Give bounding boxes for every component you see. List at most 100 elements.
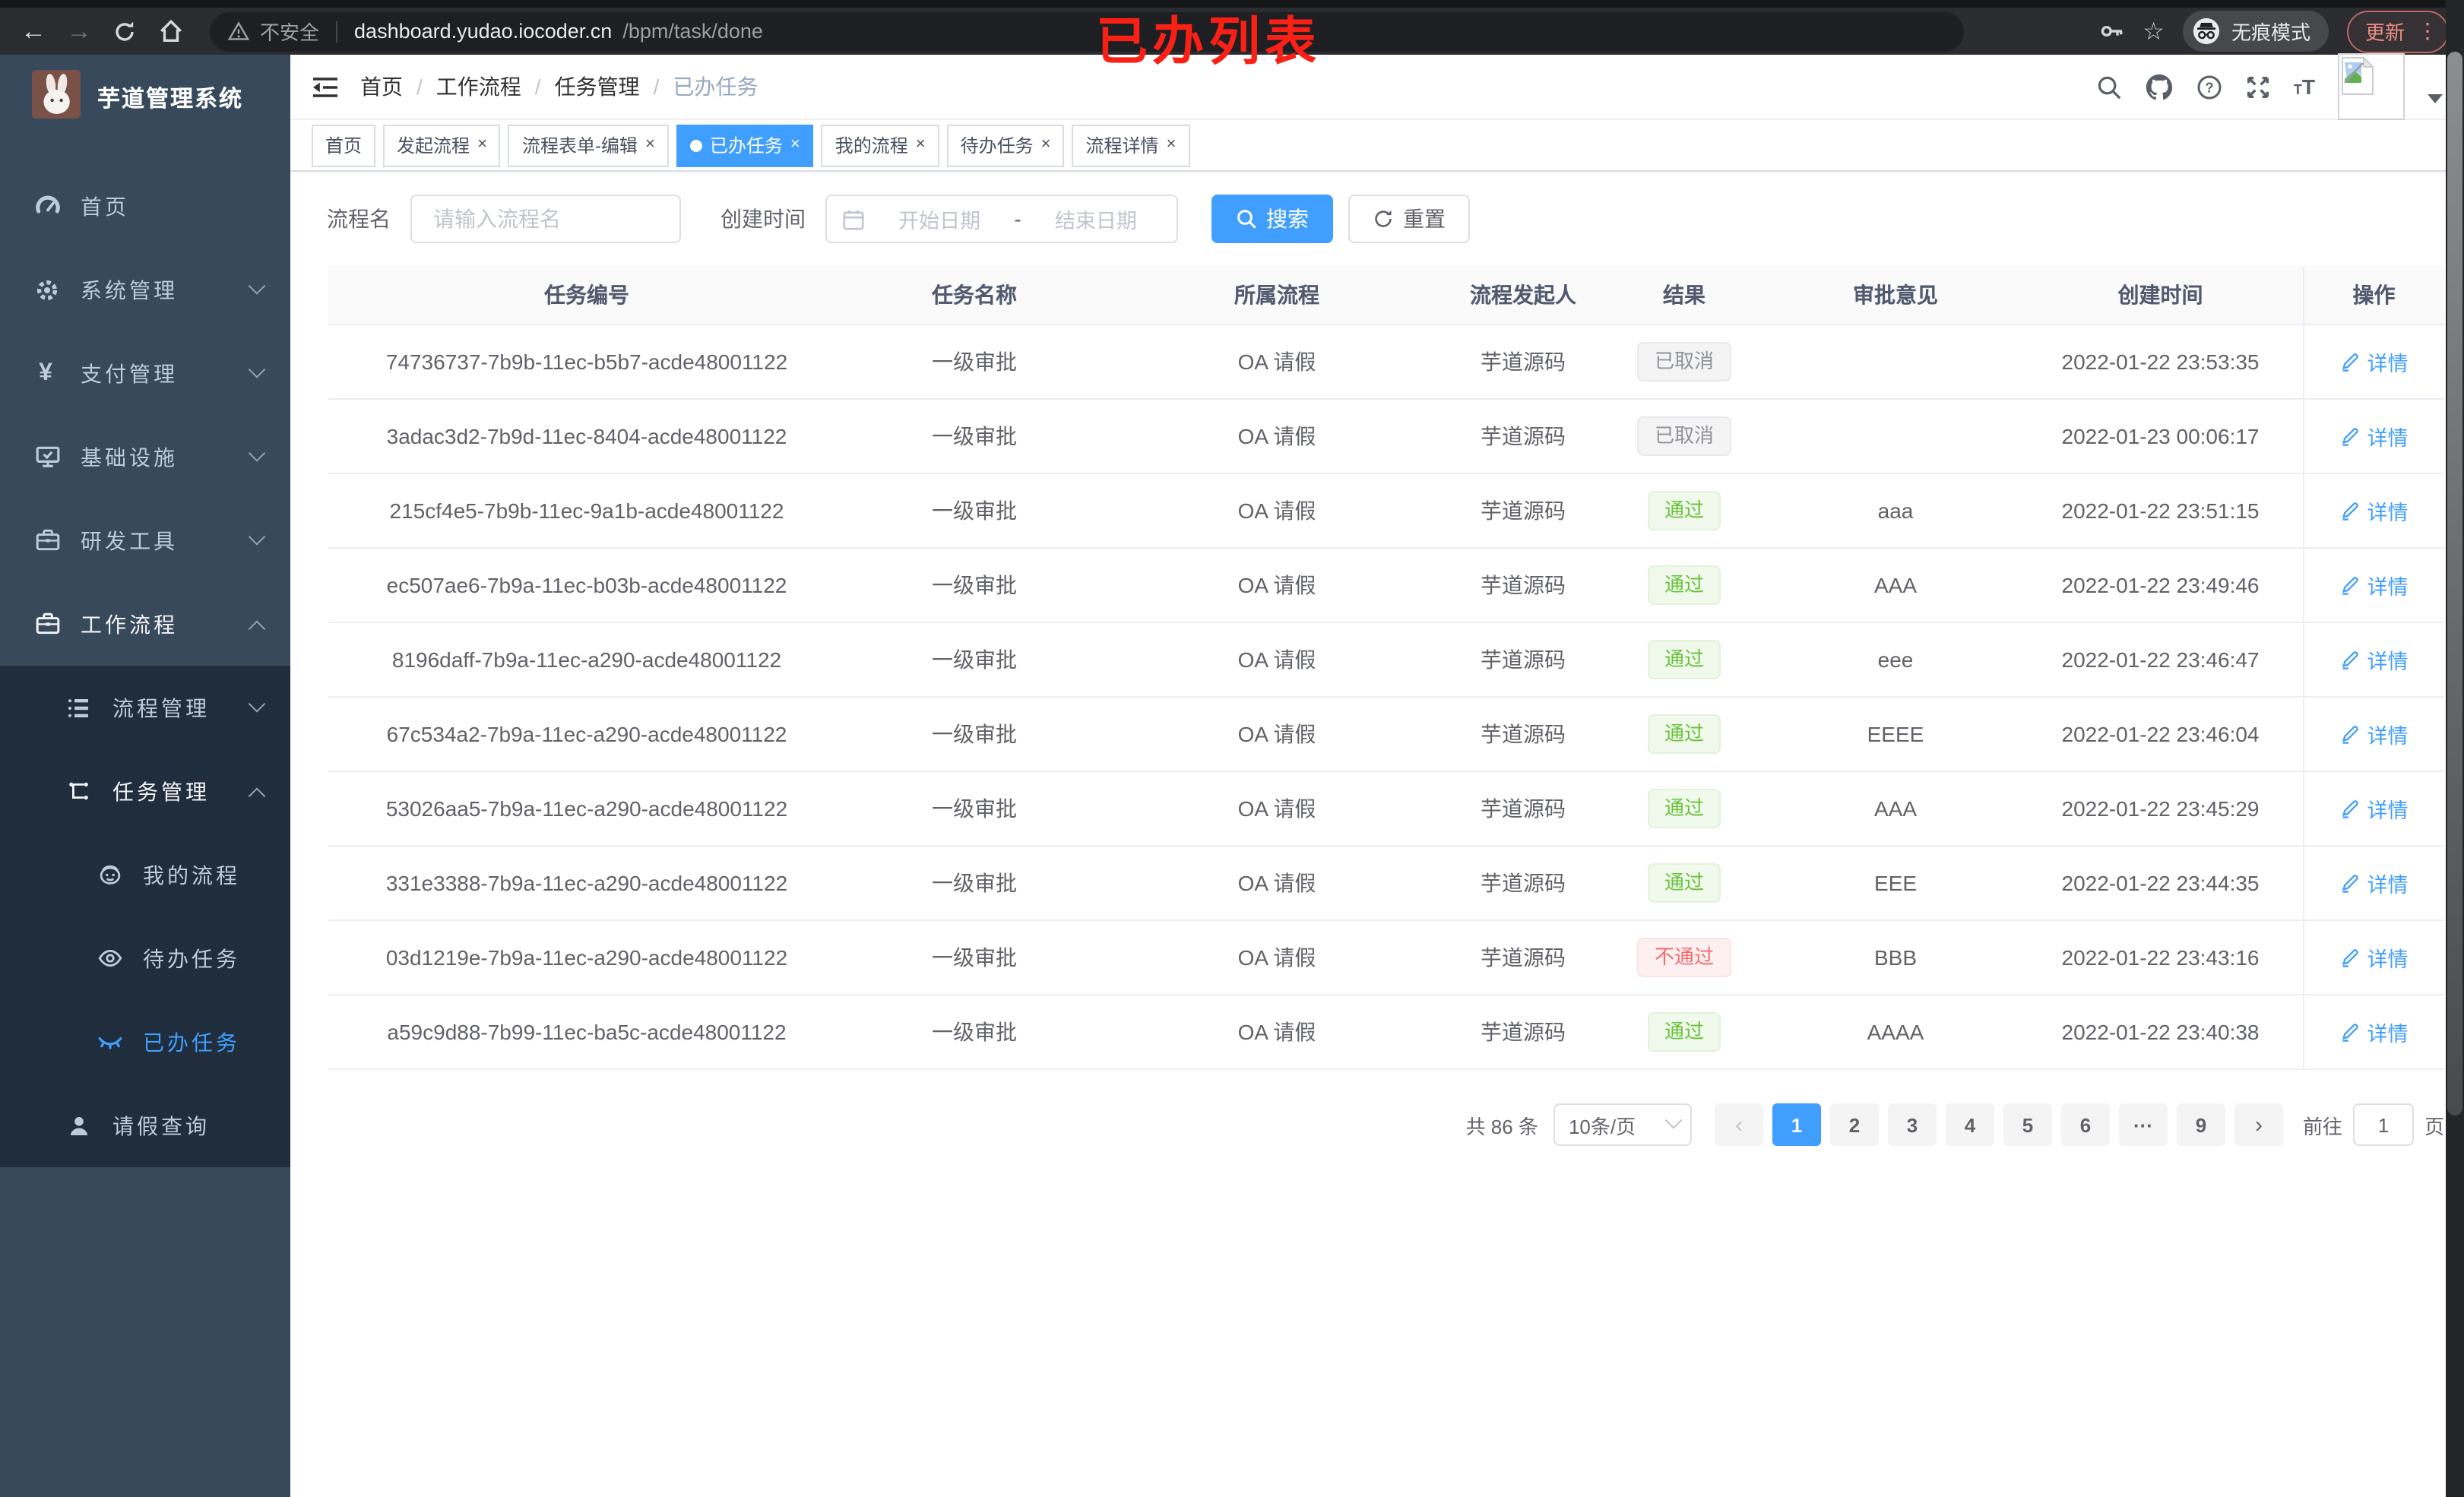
tab-0[interactable]: 首页 (312, 124, 376, 166)
result-cell: 通过 (1596, 771, 1772, 847)
detail-link[interactable]: 详情 (2340, 347, 2409, 377)
page-button-1[interactable]: 1 (1772, 1103, 1821, 1146)
sidebar-item-9[interactable]: 待办任务 (0, 916, 290, 1000)
broken-image-icon (2342, 56, 2374, 95)
page-button-9[interactable]: 9 (2176, 1103, 2225, 1146)
tab-4[interactable]: 我的流程 × (821, 124, 939, 166)
password-key-icon[interactable] (2098, 18, 2124, 44)
breadcrumb-item-0[interactable]: 首页 (360, 74, 403, 99)
tab-label: 发起流程 (397, 135, 470, 157)
tab-close-icon[interactable]: × (915, 135, 926, 153)
detail-link[interactable]: 详情 (2340, 793, 2409, 824)
avatar[interactable] (2338, 53, 2405, 120)
detail-link[interactable]: 详情 (2340, 570, 2409, 600)
tab-1[interactable]: 发起流程 × (383, 124, 501, 166)
next-page-button[interactable]: › (2234, 1103, 2283, 1146)
starter-cell: 芋道源码 (1450, 324, 1596, 400)
prev-page-button[interactable]: ‹ (1714, 1103, 1763, 1146)
tab-close-icon[interactable]: × (1166, 135, 1177, 153)
tab-close-icon[interactable]: × (1040, 135, 1051, 153)
tab-close-icon[interactable]: × (645, 135, 655, 153)
breadcrumb-item-2[interactable]: 任务管理 (554, 74, 640, 99)
sidebar-item-2[interactable]: ¥ 支付管理 (0, 331, 290, 415)
page-scrollbar[interactable] (2446, 0, 2464, 1497)
sidebar-item-4[interactable]: 研发工具 (0, 498, 290, 582)
pager-ellipsis[interactable]: ··· (2118, 1103, 2168, 1146)
sidebar-collapse-icon[interactable] (312, 75, 339, 98)
not-secure-icon (228, 21, 249, 40)
browser-address-bar[interactable]: 不安全 dashboard.yudao.iocoder.cn/bpm/task/… (210, 11, 1964, 51)
sidebar-item-7[interactable]: 任务管理 (0, 749, 290, 833)
browser-back-icon[interactable]: ← (21, 16, 46, 45)
tab-close-icon[interactable]: × (477, 135, 487, 153)
browser-forward-icon[interactable]: → (66, 16, 92, 45)
sidebar-item-10[interactable]: 已办任务 (0, 1000, 290, 1084)
sidebar-item-0[interactable]: 首页 (0, 164, 290, 248)
task-name-cell: 一级审批 (845, 920, 1104, 995)
column-header-7: 操作 (2302, 266, 2444, 325)
detail-label: 详情 (2367, 576, 2409, 599)
table-row-0: 74736737-7b9b-11ec-b5b7-acde48001122 一级审批… (328, 324, 2444, 400)
result-cell: 已取消 (1596, 324, 1772, 400)
fullscreen-icon[interactable] (2245, 74, 2271, 100)
tab-2[interactable]: 流程表单-编辑 × (508, 124, 669, 166)
tab-5[interactable]: 待办任务 × (946, 124, 1065, 166)
search-icon[interactable] (2096, 74, 2122, 100)
tab-close-icon[interactable]: × (790, 135, 800, 153)
sidebar-item-1[interactable]: 系统管理 (0, 248, 290, 331)
browser-menu-icon[interactable]: ⋮ (2417, 18, 2438, 43)
github-icon[interactable] (2145, 72, 2174, 101)
avatar-dropdown-icon[interactable] (2428, 94, 2443, 103)
range-separator: - (1014, 207, 1021, 231)
sidebar-item-11[interactable]: 请假查询 (0, 1084, 290, 1167)
sidebar-item-label: 研发工具 (81, 528, 178, 552)
process-name-input[interactable] (430, 205, 661, 233)
detail-label: 详情 (2367, 427, 2409, 450)
detail-link[interactable]: 详情 (2340, 719, 2409, 749)
tab-3[interactable]: 已办任务 × (676, 124, 814, 166)
sidebar-item-5[interactable]: 工作流程 (0, 582, 290, 666)
edit-pencil-icon (2342, 1024, 2359, 1042)
sidebar-item-6[interactable]: 流程管理 (0, 666, 290, 749)
detail-label: 详情 (2367, 799, 2409, 822)
url-host: dashboard.yudao.iocoder.cn (354, 20, 613, 43)
help-icon[interactable]: ? (2196, 74, 2222, 100)
date-range-input[interactable]: 开始日期 - 结束日期 (825, 195, 1178, 243)
detail-link[interactable]: 详情 (2340, 495, 2409, 526)
browser-reload-icon[interactable] (106, 13, 143, 49)
app-logo[interactable]: 芋道管理系统 (0, 55, 290, 140)
page-button-6[interactable]: 6 (2060, 1103, 2110, 1146)
update-button[interactable]: 更新 ⋮ (2346, 10, 2449, 52)
yen-icon: ¥ (39, 359, 55, 385)
task-name-cell: 一级审批 (845, 846, 1104, 921)
detail-link[interactable]: 详情 (2340, 868, 2409, 898)
page-button-4[interactable]: 4 (1945, 1103, 1994, 1146)
tab-6[interactable]: 流程详情 × (1072, 124, 1190, 166)
breadcrumb-item-1[interactable]: 工作流程 (435, 74, 521, 99)
bookmark-star-icon[interactable]: ☆ (2143, 19, 2165, 45)
detail-link[interactable]: 详情 (2340, 942, 2409, 973)
reset-button[interactable]: 重置 (1348, 195, 1470, 243)
task-id-cell: a59c9d88-7b99-11ec-ba5c-acde48001122 (328, 995, 845, 1070)
page-button-5[interactable]: 5 (2003, 1103, 2052, 1146)
scrollbar-thumb[interactable] (2447, 52, 2462, 1116)
goto-page-input[interactable] (2352, 1103, 2414, 1146)
task-name-cell: 一级审批 (845, 324, 1104, 400)
sidebar-item-3[interactable]: 基础设施 (0, 415, 290, 498)
detail-link[interactable]: 详情 (2340, 1017, 2409, 1047)
browser-home-icon[interactable] (152, 13, 188, 49)
page-button-3[interactable]: 3 (1887, 1103, 1937, 1146)
page-button-2[interactable]: 2 (1829, 1103, 1879, 1146)
chevron-down-icon (1664, 1112, 1683, 1129)
sidebar-item-8[interactable]: 我的流程 (0, 833, 290, 916)
search-button[interactable]: 搜索 (1211, 195, 1333, 243)
opinion-cell: EEEE (1772, 697, 2019, 772)
incognito-badge: 无痕模式 (2182, 11, 2329, 52)
detail-link[interactable]: 详情 (2340, 421, 2409, 451)
page-size-select[interactable]: 10条/页 (1553, 1103, 1692, 1146)
detail-link[interactable]: 详情 (2340, 644, 2409, 675)
breadcrumb-separator: / (534, 74, 541, 99)
detail-label: 详情 (2367, 502, 2409, 524)
table-row-2: 215cf4e5-7b9b-11ec-9a1b-acde48001122 一级审批… (328, 473, 2444, 549)
